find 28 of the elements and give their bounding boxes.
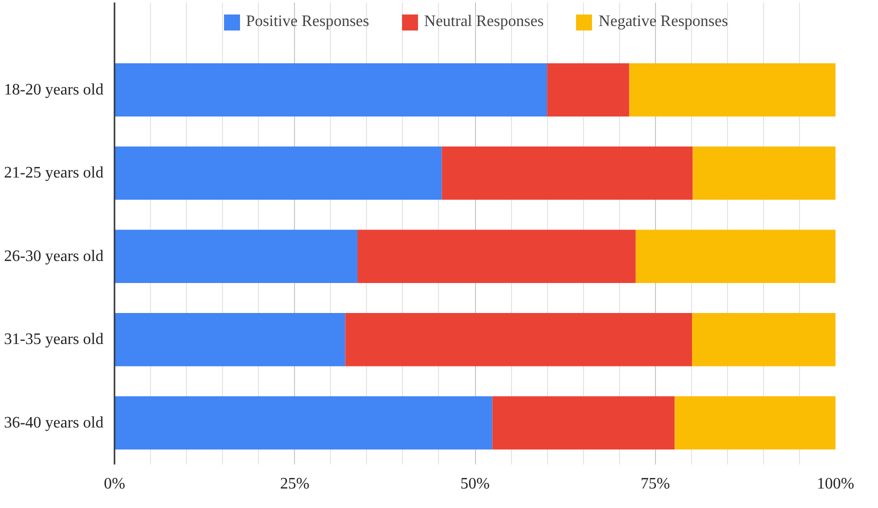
bar bbox=[492, 396, 675, 450]
x-tick-label: 100% bbox=[816, 476, 854, 492]
bar bbox=[629, 63, 836, 117]
bar bbox=[692, 146, 836, 200]
bar bbox=[114, 230, 358, 284]
bar bbox=[674, 396, 836, 450]
legend-label: Positive Responses bbox=[246, 13, 370, 31]
bar bbox=[114, 146, 442, 200]
bar bbox=[114, 63, 548, 117]
y-tick-label: 31-35 years old bbox=[4, 331, 104, 348]
bar bbox=[442, 146, 693, 200]
y-tick-label: 18-20 years old bbox=[4, 81, 104, 98]
x-tick-label: 0% bbox=[104, 476, 126, 492]
bar bbox=[547, 63, 630, 117]
bar bbox=[357, 230, 636, 284]
bar bbox=[114, 396, 492, 450]
bar bbox=[692, 312, 836, 366]
y-tick-label: 36-40 years old bbox=[4, 414, 104, 432]
y-tick-label: 26-30 years old bbox=[4, 248, 104, 265]
bar bbox=[636, 230, 836, 284]
legend-label: Neutral Responses bbox=[424, 13, 544, 31]
y-tick-label: 21-25 years old bbox=[4, 164, 104, 182]
x-tick-label: 50% bbox=[460, 476, 490, 492]
x-tick-label: 25% bbox=[280, 476, 310, 492]
x-tick-label: 75% bbox=[640, 476, 670, 492]
legend-label: Negative Responses bbox=[598, 13, 728, 31]
bar bbox=[114, 312, 346, 366]
bar bbox=[345, 312, 692, 366]
